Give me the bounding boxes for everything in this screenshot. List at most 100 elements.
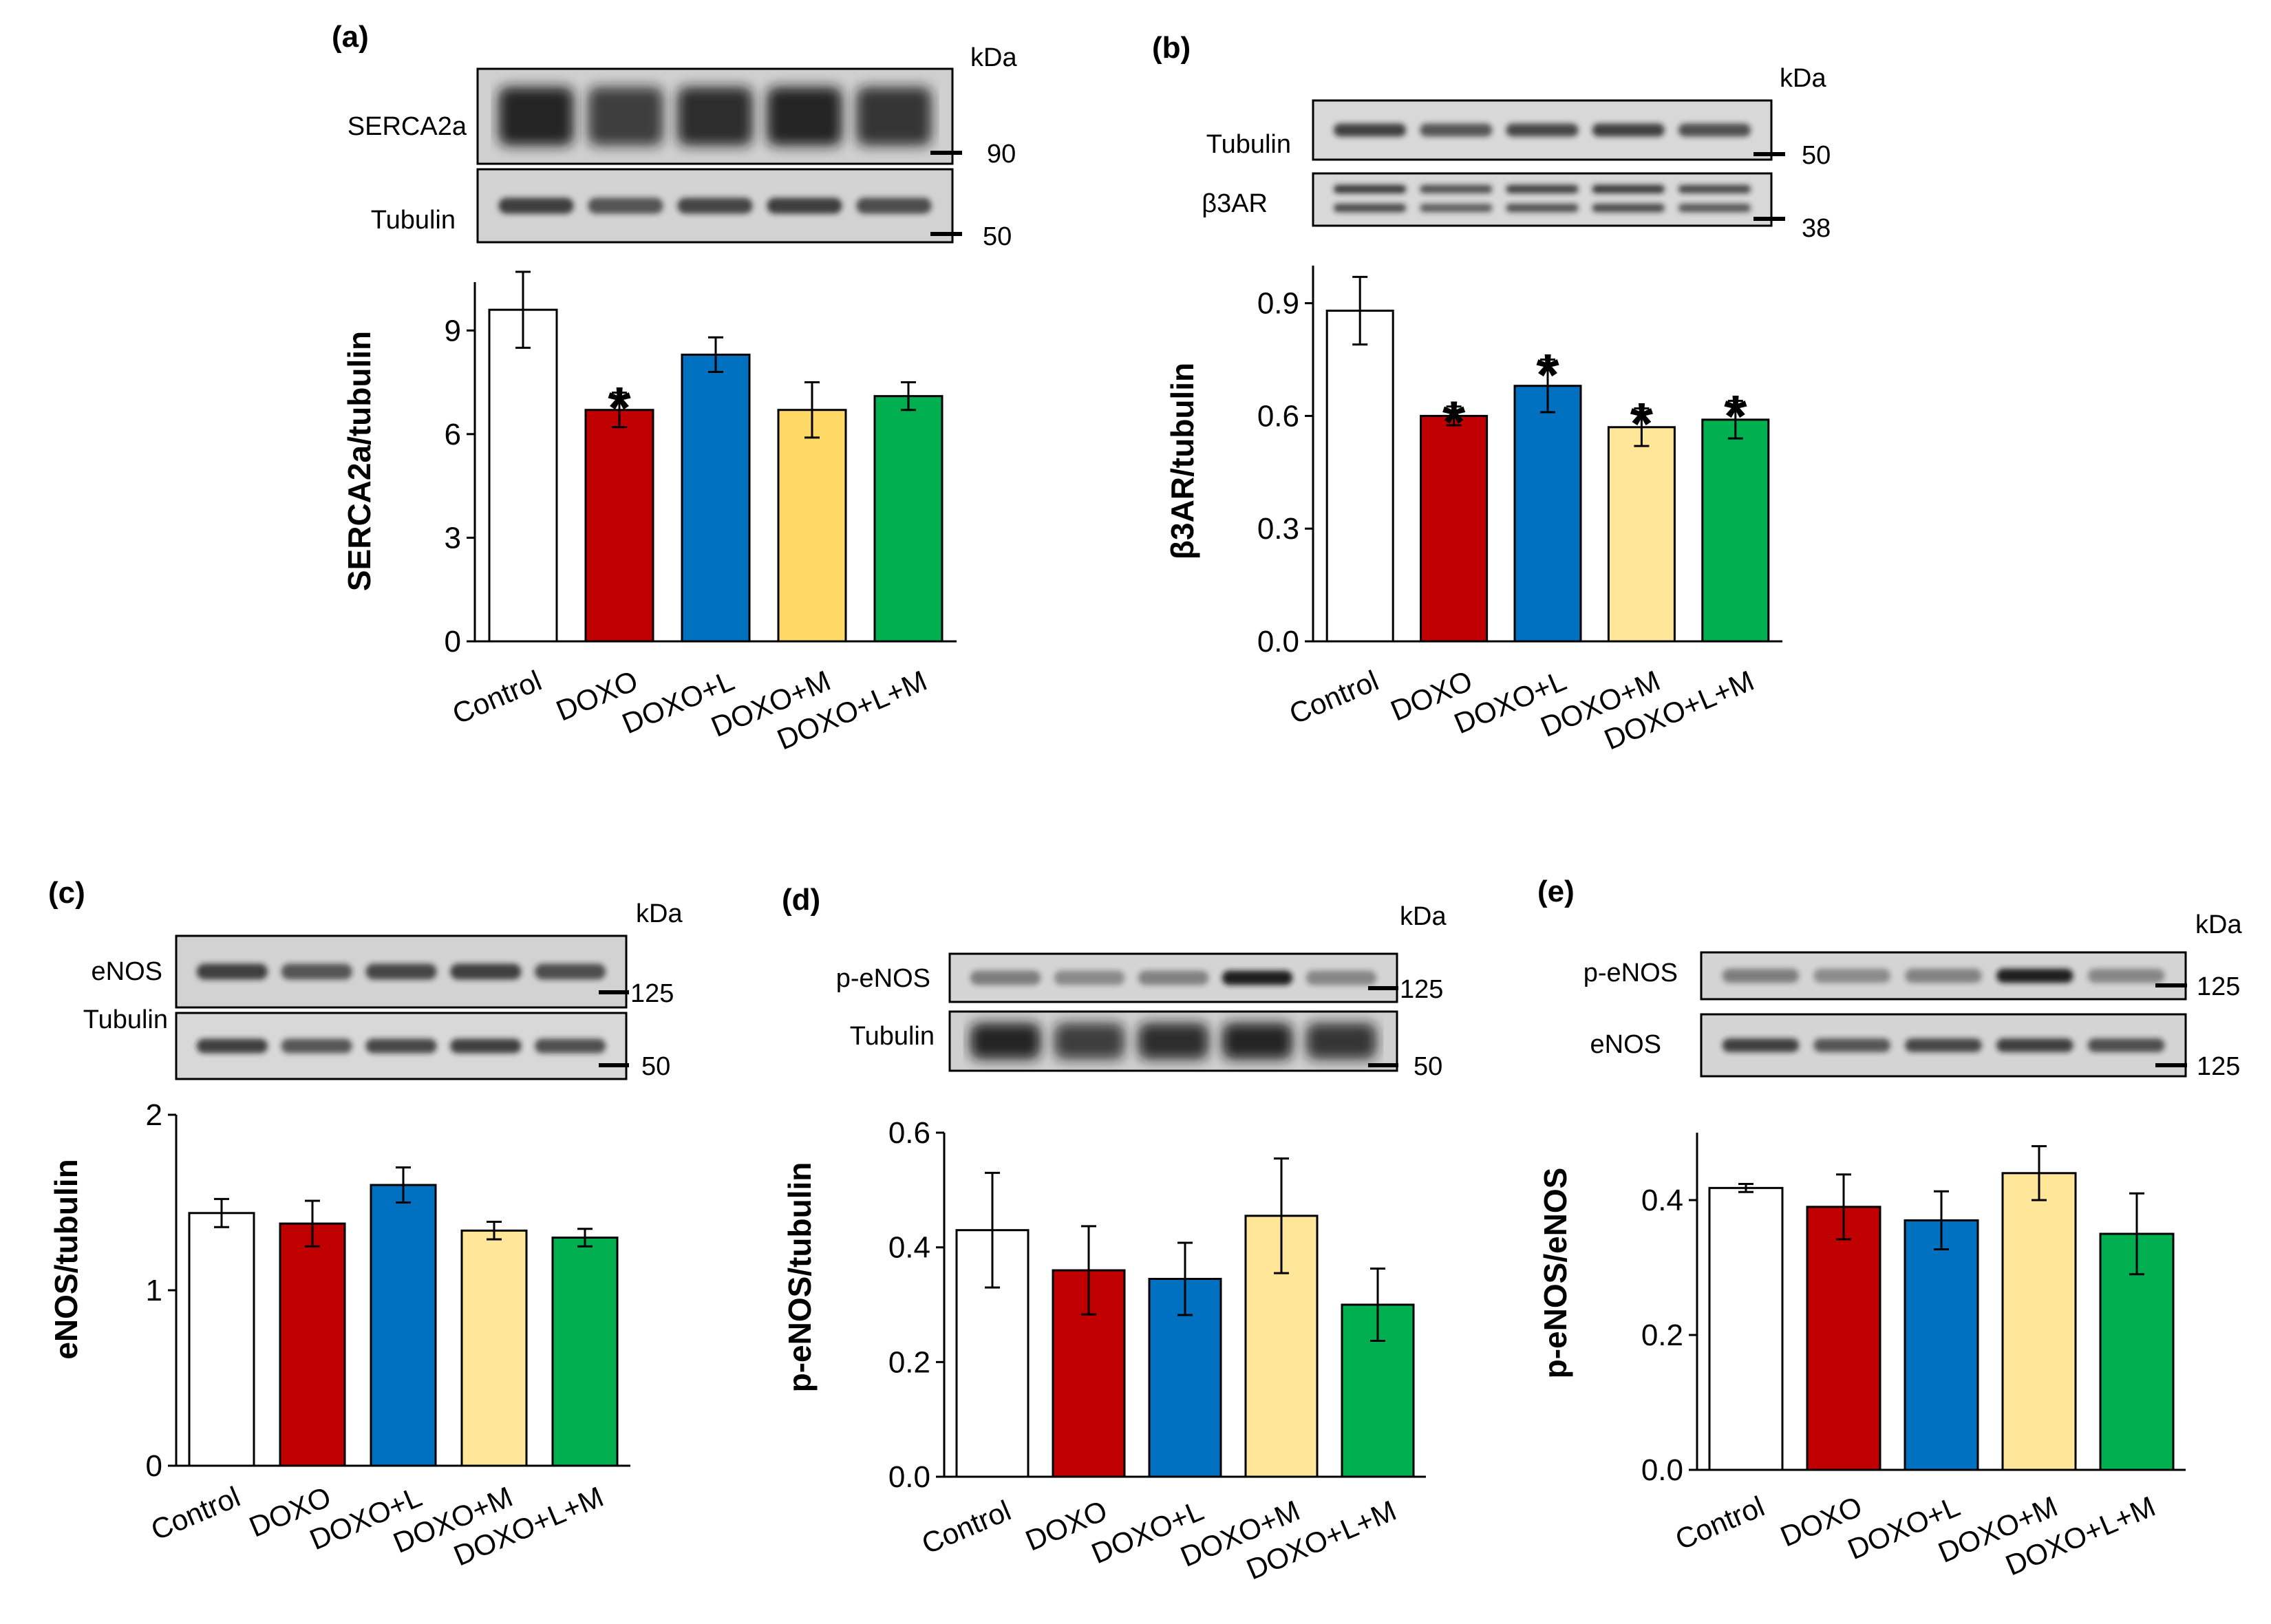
y-tick-label: 0 <box>146 1449 162 1483</box>
panel-c: (c) kDa eNOS 125 Tubulin 50 eNOS/tubulin… <box>48 876 683 1572</box>
blot-band <box>1334 184 1407 193</box>
blot-row: Tubulin 50 <box>83 1005 671 1081</box>
blot-label: Tubulin <box>1206 130 1291 159</box>
blot-band <box>588 87 663 146</box>
mw-marker: 125 <box>2197 972 2240 1001</box>
blot-band <box>535 963 606 980</box>
blot-band <box>1420 123 1493 137</box>
bar <box>873 395 943 643</box>
blot-label: eNOS <box>92 957 162 986</box>
y-tick-label: 6 <box>445 418 461 451</box>
blot-label: p-eNOS <box>836 964 930 993</box>
blot-band <box>1592 204 1665 213</box>
blot-band <box>1592 184 1665 193</box>
x-tick-label: Control <box>448 664 546 730</box>
blot-label: SERCA2a <box>348 112 467 141</box>
blot-band <box>1678 204 1751 213</box>
bar <box>584 409 654 643</box>
blot-band <box>1420 184 1493 193</box>
blot-band <box>1138 970 1209 985</box>
blot-band <box>1054 1023 1125 1060</box>
y-tick-label: 0.0 <box>888 1460 930 1494</box>
bar <box>2001 1172 2077 1471</box>
blot-band <box>498 87 574 146</box>
blot-band <box>767 197 842 214</box>
bar <box>1513 385 1582 643</box>
bar <box>1904 1219 1979 1471</box>
blot-band <box>1222 1023 1293 1060</box>
bar <box>370 1184 437 1467</box>
mw-marker: 125 <box>1400 975 1443 1004</box>
blot-band <box>1334 123 1407 137</box>
blot-band <box>1592 123 1665 137</box>
blot-band <box>1905 1038 1982 1052</box>
blot-band <box>1813 968 1890 983</box>
y-tick-label: 0.0 <box>1641 1453 1683 1487</box>
blot-row: eNOS 125 <box>1590 1013 2240 1081</box>
y-axis-label: SERCA2a/tubulin <box>341 331 377 591</box>
blot-row: SERCA2a 90 <box>348 67 1016 169</box>
bar <box>1325 310 1394 643</box>
x-tick-label: Control <box>917 1494 1016 1560</box>
kda-label: kDa <box>1400 902 1447 931</box>
blot-band <box>767 87 842 146</box>
blot-band <box>450 1038 522 1054</box>
blot-band <box>1506 123 1579 137</box>
y-axis-label: p-eNOS/tubulin <box>782 1162 818 1393</box>
bar <box>681 353 751 643</box>
bar <box>551 1237 619 1467</box>
blot-label: eNOS <box>1590 1030 1661 1059</box>
blot-band <box>970 970 1041 985</box>
kda-label: kDa <box>970 43 1017 72</box>
panel-label: (e) <box>1537 875 1575 908</box>
y-tick-label: 0.0 <box>1257 625 1299 659</box>
blot-band <box>450 963 522 980</box>
panel-label: (a) <box>332 20 369 54</box>
x-tick-label: Control <box>1285 664 1383 730</box>
blot-band <box>1506 184 1579 193</box>
mw-marker: 38 <box>1802 214 1831 243</box>
blot-band <box>1678 184 1751 193</box>
blot-band <box>1678 123 1751 137</box>
y-tick-label: 0.9 <box>1257 287 1299 321</box>
mw-marker: 90 <box>987 140 1016 169</box>
blot-band <box>196 1038 268 1054</box>
blot-band <box>2087 968 2165 983</box>
bar <box>188 1212 255 1467</box>
blot-band <box>1138 1023 1209 1060</box>
blot-band <box>1996 968 2073 983</box>
bar <box>279 1222 346 1467</box>
blot-band <box>677 87 753 146</box>
blot-band <box>1722 968 1800 983</box>
blot-label: Tubulin <box>83 1005 168 1034</box>
x-tick-label: Control <box>1671 1490 1769 1556</box>
x-tick-label: Control <box>147 1480 245 1546</box>
bar <box>1607 426 1676 643</box>
significance-star: * <box>608 376 631 442</box>
blot-band <box>1420 204 1493 213</box>
blot-band <box>2087 1038 2165 1052</box>
bar <box>777 409 847 643</box>
y-tick-label: 0.4 <box>888 1231 930 1265</box>
y-tick-label: 3 <box>445 521 461 555</box>
blot-band <box>1054 970 1125 985</box>
blot-row: Tubulin 50 <box>1206 99 1831 170</box>
mw-marker: 125 <box>630 979 674 1008</box>
blot-band <box>498 197 574 214</box>
blot-band <box>588 197 663 214</box>
bar <box>1420 414 1489 643</box>
blot-band <box>1722 1038 1800 1052</box>
blot-band <box>856 197 932 214</box>
y-tick-label: 0.2 <box>1641 1318 1683 1352</box>
bar <box>1701 418 1770 643</box>
y-tick-label: 0.6 <box>1257 399 1299 433</box>
panel-label: (d) <box>782 883 820 917</box>
mw-marker: 50 <box>1802 141 1831 170</box>
mw-marker: 50 <box>1414 1052 1442 1081</box>
y-tick-label: 1 <box>146 1274 162 1307</box>
